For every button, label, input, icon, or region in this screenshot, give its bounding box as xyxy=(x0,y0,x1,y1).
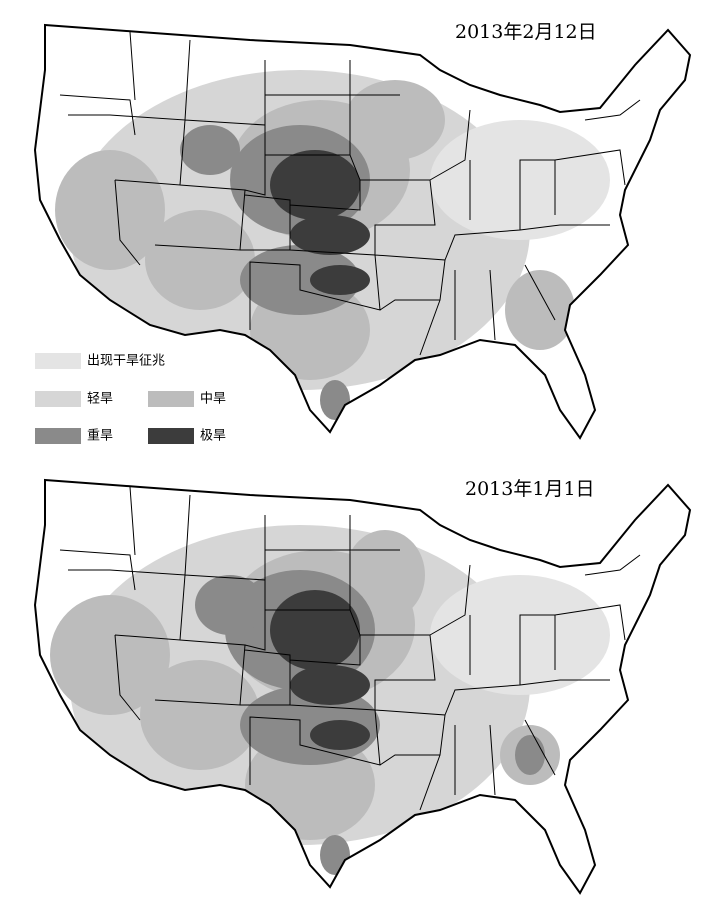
drought-area xyxy=(195,575,265,635)
drought-area xyxy=(290,215,370,255)
drought-area xyxy=(180,125,240,175)
drought-area xyxy=(290,665,370,705)
legend-label: 重旱 xyxy=(87,428,113,444)
drought-area xyxy=(145,210,255,310)
drought-area xyxy=(345,530,425,620)
drought-area xyxy=(320,835,350,875)
drought-area xyxy=(270,150,360,220)
legend-label: 极旱 xyxy=(200,429,226,444)
legend-swatch xyxy=(35,353,81,369)
map-date: 2013年1月1日 xyxy=(465,478,595,500)
drought-area xyxy=(320,380,350,420)
map-date: 2013年2月12日 xyxy=(455,21,597,43)
map: 2013年1月1日 xyxy=(34,478,691,894)
drought-areas xyxy=(50,525,610,875)
legend-label: 出现干旱征兆 xyxy=(87,354,165,369)
drought-area xyxy=(505,270,575,350)
legend-swatch xyxy=(148,391,194,407)
drought-area xyxy=(345,80,445,160)
legend-swatch xyxy=(35,391,81,407)
legend-label: 轻旱 xyxy=(87,392,113,407)
map: 2013年2月12日 xyxy=(34,21,691,439)
legend-swatch xyxy=(148,428,194,444)
drought-area xyxy=(140,660,260,770)
drought-area xyxy=(50,595,170,715)
drought-area xyxy=(55,150,165,270)
drought-area xyxy=(270,590,360,670)
legend-swatch xyxy=(35,428,81,444)
legend-label: 中旱 xyxy=(200,392,226,407)
drought-area xyxy=(515,735,545,775)
drought-area xyxy=(310,720,370,750)
drought-area xyxy=(310,265,370,295)
